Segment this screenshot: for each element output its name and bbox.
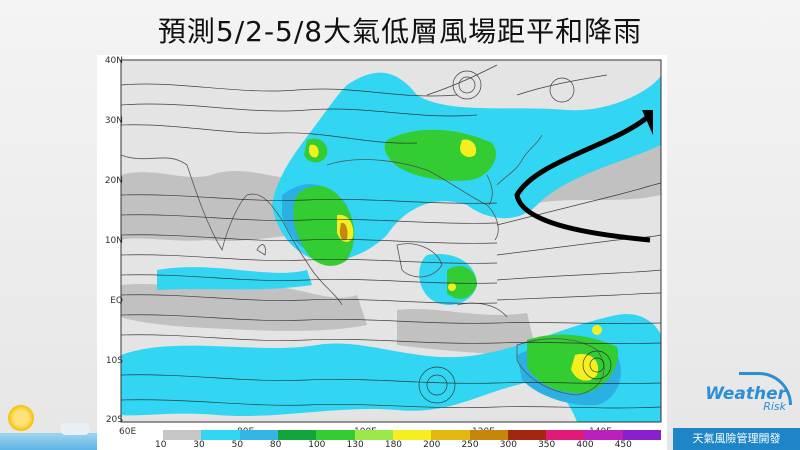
lat-label: 40N	[104, 56, 123, 66]
cloud-icon	[60, 423, 90, 435]
legend-swatch	[277, 430, 317, 440]
precip-legend	[163, 430, 662, 440]
brand-logo: Weather Risk	[705, 384, 786, 413]
legend-value: 50	[231, 440, 244, 450]
brand-sub: Risk	[763, 400, 786, 413]
legend-value: 200	[423, 440, 441, 450]
legend-swatch	[622, 430, 662, 440]
lat-label: 10S	[105, 356, 123, 366]
legend-swatch	[546, 430, 585, 440]
legend-value: 350	[538, 440, 556, 450]
legend-swatch	[354, 430, 393, 440]
subtropical-high-line	[514, 113, 652, 243]
decor-water	[0, 433, 97, 450]
legend-value: 400	[576, 440, 594, 450]
legend-swatch	[163, 430, 202, 440]
lat-label: 20S	[105, 415, 123, 425]
legend-value: 450	[614, 440, 632, 450]
legend-value: 100	[308, 440, 326, 450]
legend-value: 130	[346, 440, 364, 450]
legend-value: 250	[461, 440, 479, 450]
brown-precip-areas	[339, 222, 348, 241]
precip-legend-values: 10 30 50 80 100 130 180 200 250 300 350 400 450	[155, 440, 675, 450]
map-panel: 40N 30N 20N 10N EQ 10S 20S 60E 80E 100E …	[97, 55, 667, 450]
legend-value: 10	[155, 440, 167, 450]
legend-swatch	[316, 430, 355, 440]
subtropical-high-arrow	[642, 110, 653, 135]
page-title: 預測5/2-5/8大氣低層風場距平和降雨	[157, 15, 643, 48]
lat-label: EQ	[110, 296, 123, 306]
legend-swatch	[584, 430, 623, 440]
legend-swatch	[239, 430, 278, 440]
brand-name: Weather	[705, 384, 786, 404]
sun-icon	[8, 405, 34, 431]
legend-swatch	[469, 430, 508, 440]
legend-swatch	[392, 430, 432, 440]
legend-swatch	[507, 430, 547, 440]
lat-label: 20N	[104, 176, 123, 186]
streamlines	[120, 64, 662, 409]
legend-value: 180	[384, 440, 403, 450]
lat-label: 10N	[104, 236, 123, 246]
legend-value: 300	[499, 440, 517, 450]
legend-swatch	[201, 430, 240, 440]
map-frame	[120, 59, 662, 423]
legend-swatch	[431, 430, 470, 440]
lon-label: 60E	[119, 427, 137, 437]
lat-label: 30N	[104, 116, 123, 126]
brand-tagline: 天氣風險管理開發	[673, 428, 800, 450]
map-canvas	[120, 59, 662, 423]
legend-value: 30	[193, 440, 205, 450]
legend-value: 80	[269, 440, 282, 450]
